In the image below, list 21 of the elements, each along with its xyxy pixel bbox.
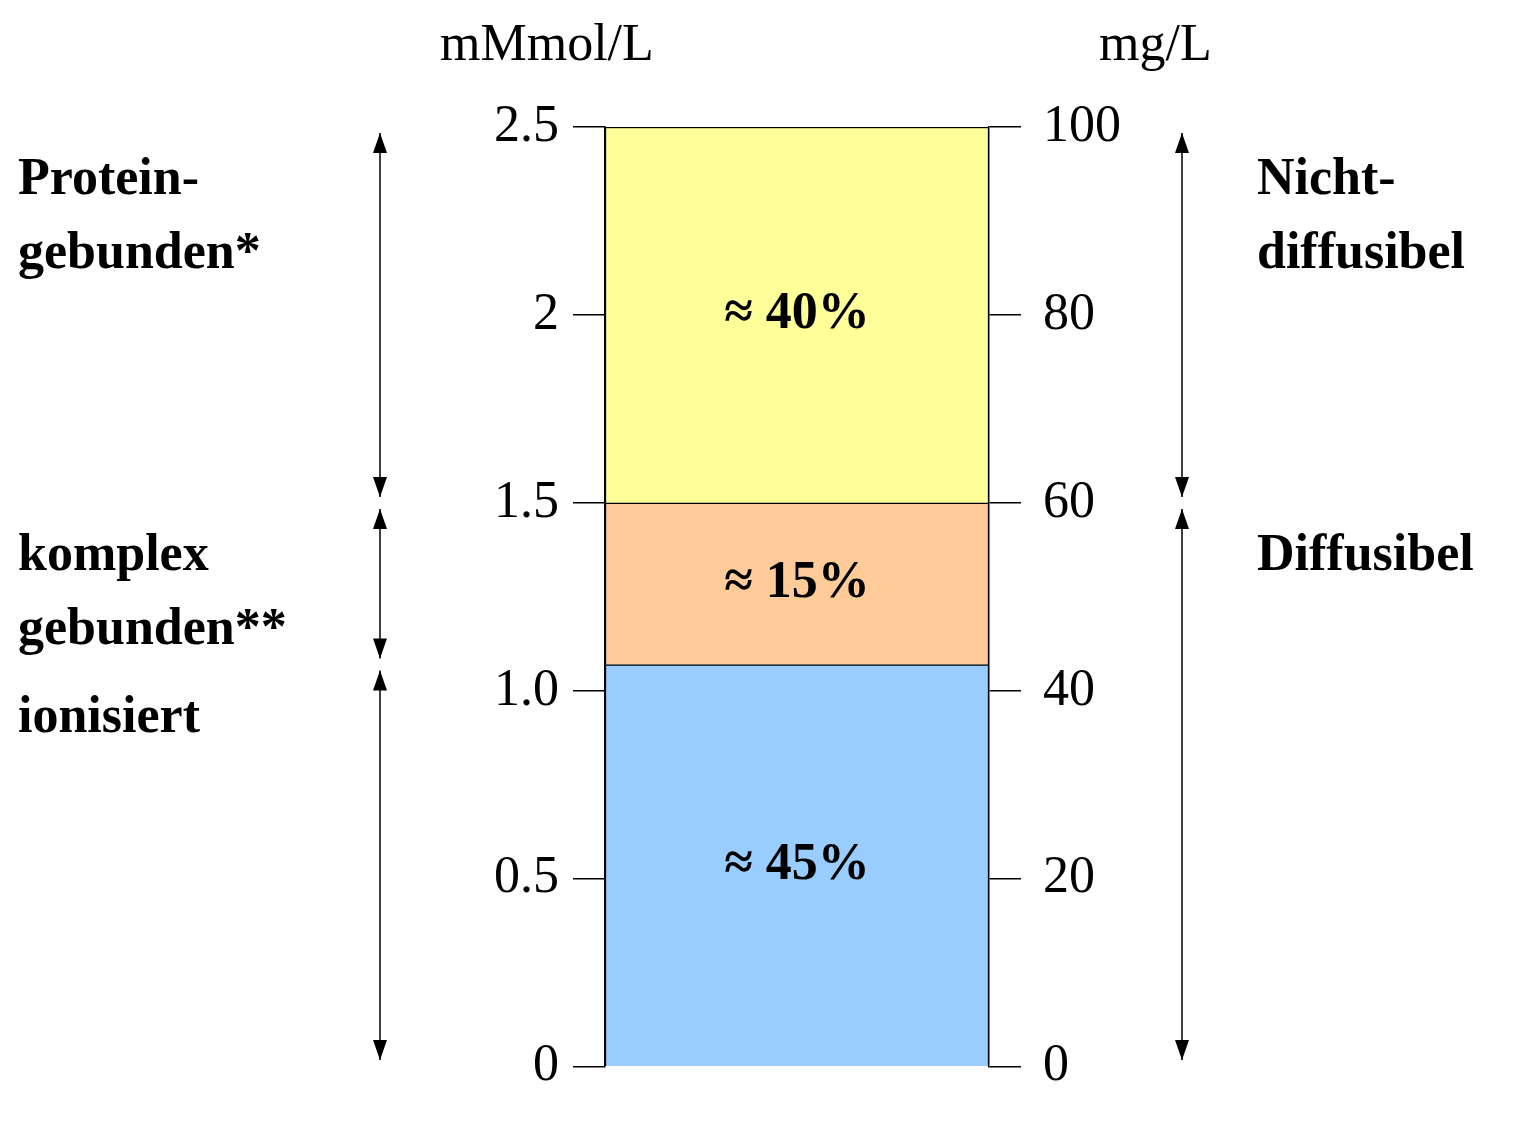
annotation: ≈ 15% [724,551,870,609]
y-tick-label: 0.5 [494,846,559,904]
text: ionisiert [18,686,201,743]
annotation: ≈ 45% [724,832,870,890]
text: Protein- gebunden* [18,148,261,280]
y2-tick-label: 80 [1043,282,1095,340]
y2-tick-label: 100 [1043,94,1121,152]
y2-tick-label: 0 [1043,1034,1069,1092]
y-tick-label: 2 [533,282,559,340]
text: Diffusibel [1257,524,1474,582]
text: Nicht- diffusibel [1257,148,1466,280]
y2-tick-label: 60 [1043,470,1095,528]
y2-axis-title: mg/L [1099,14,1212,71]
y-tick-label: 1.0 [494,658,559,716]
y-tick-label: 1.5 [494,470,559,528]
y-tick-label: 2.5 [494,94,559,152]
annotation: ≈ 40% [724,282,870,340]
y2-tick-label: 40 [1043,658,1095,716]
y2-tick-label: 20 [1043,846,1095,904]
y-tick-label: 0 [533,1034,559,1092]
y-axis-title: mMmol/L [440,14,654,71]
